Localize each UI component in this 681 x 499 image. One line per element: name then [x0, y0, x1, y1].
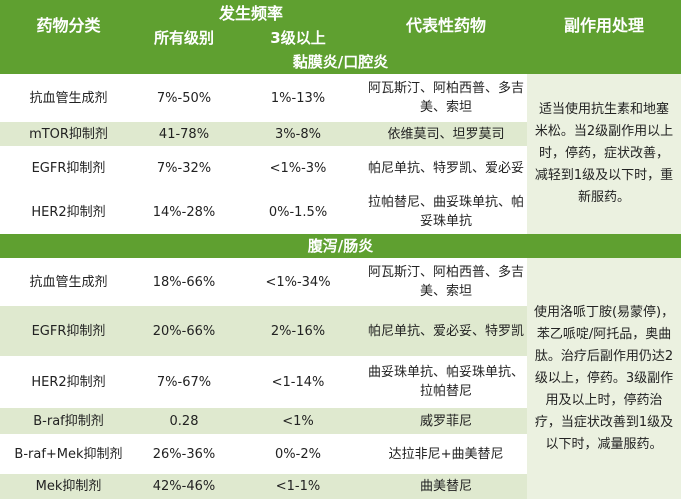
freq-grade3: <1-14%: [231, 356, 366, 408]
representative-drugs: 达拉非尼+曲美替尼: [365, 434, 528, 474]
freq-all: 42%-46%: [137, 474, 231, 499]
freq-all: 26%-36%: [137, 434, 231, 474]
freq-all: 20%-66%: [137, 306, 231, 356]
freq-all: 0.28: [137, 408, 231, 434]
freq-grade3: <1%: [231, 408, 366, 434]
section-title-diarrhea: 腹泻/肠炎: [0, 234, 681, 258]
freq-grade3: <1%-3%: [231, 146, 366, 190]
section-title-mucositis: 黏膜炎/口腔炎: [0, 50, 681, 74]
drug-class: EGFR抑制剂: [0, 146, 137, 190]
freq-grade3: 1%-13%: [231, 74, 366, 122]
representative-drugs: 帕尼单抗、爱必妥、特罗凯: [365, 306, 528, 356]
representative-drugs: 威罗菲尼: [365, 408, 528, 434]
drug-class: mTOR抑制剂: [0, 122, 137, 146]
representative-drugs: 曲妥珠单抗、帕妥珠单抗、拉帕替尼: [365, 356, 528, 408]
drug-class: HER2抑制剂: [0, 356, 137, 408]
freq-all: 7%-50%: [137, 74, 231, 122]
header-representative: 代表性药物: [365, 0, 528, 50]
drug-class: HER2抑制剂: [0, 190, 137, 234]
representative-drugs: 拉帕替尼、曲妥珠单抗、帕妥珠单抗: [365, 190, 528, 234]
freq-all: 7%-32%: [137, 146, 231, 190]
freq-grade3: 0%-1.5%: [231, 190, 366, 234]
header-grade3-plus: 3级以上: [231, 26, 366, 50]
freq-grade3: 2%-16%: [231, 306, 366, 356]
freq-all: 7%-67%: [137, 356, 231, 408]
drug-class: EGFR抑制剂: [0, 306, 137, 356]
management-diarrhea: 使用洛哌丁胺(易蒙停)，苯乙哌啶/阿托品，奥曲肽。治疗后副作用仍达2级以上，停药…: [527, 258, 681, 499]
freq-grade3: 3%-8%: [231, 122, 366, 146]
drug-class: Mek抑制剂: [0, 474, 137, 499]
header-drug-class: 药物分类: [0, 0, 137, 50]
header-all-grades: 所有级别: [137, 26, 231, 50]
freq-grade3: <1-1%: [231, 474, 366, 499]
representative-drugs: 阿瓦斯汀、阿柏西普、多吉美、索坦: [365, 74, 528, 122]
drug-class: B-raf抑制剂: [0, 408, 137, 434]
freq-all: 14%-28%: [137, 190, 231, 234]
representative-drugs: 帕尼单抗、特罗凯、爱必妥: [365, 146, 528, 190]
freq-grade3: <1%-34%: [231, 258, 366, 306]
drug-class: B-raf+Mek抑制剂: [0, 434, 137, 474]
management-mucositis: 适当使用抗生素和地塞米松。当2级副作用以上时，停药，症状改善，减轻到1级及以下时…: [527, 74, 681, 234]
representative-drugs: 阿瓦斯汀、阿柏西普、多吉美、索坦: [365, 258, 528, 306]
representative-drugs: 曲美替尼: [365, 474, 528, 499]
freq-all: 18%-66%: [137, 258, 231, 306]
drug-class: 抗血管生成剂: [0, 74, 137, 122]
freq-all: 41-78%: [137, 122, 231, 146]
header-frequency: 发生频率: [137, 0, 366, 26]
freq-grade3: 0%-2%: [231, 434, 366, 474]
drug-class: 抗血管生成剂: [0, 258, 137, 306]
header-management: 副作用处理: [527, 0, 681, 50]
representative-drugs: 依维莫司、坦罗莫司: [365, 122, 528, 146]
